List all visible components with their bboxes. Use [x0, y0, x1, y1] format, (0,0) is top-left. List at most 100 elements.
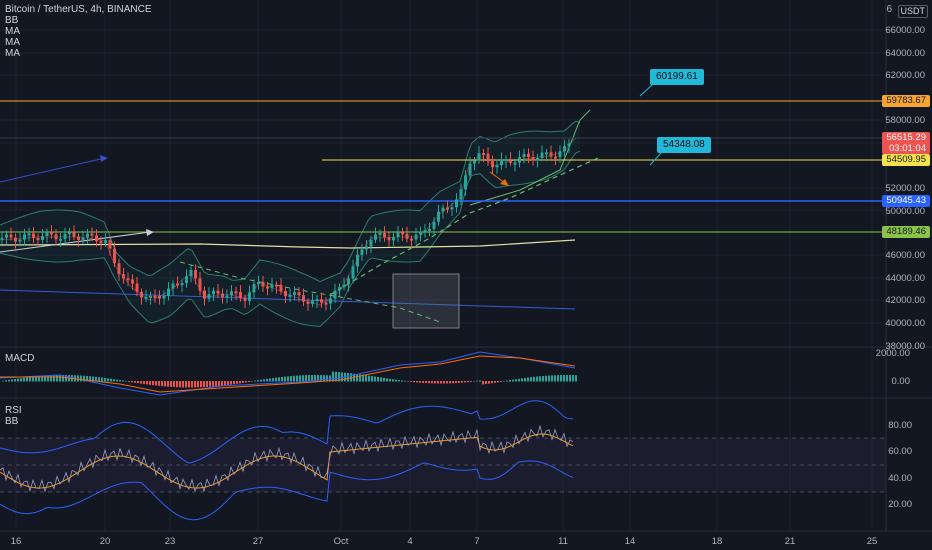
rsi-line — [0, 424, 574, 493]
macd-histogram-bar — [404, 380, 406, 382]
candle-body — [293, 292, 296, 295]
macd-histogram-bar — [419, 381, 421, 383]
candle-body — [207, 294, 211, 299]
macd-histogram-bar — [17, 378, 19, 382]
bb-lower — [0, 150, 581, 327]
candle-body — [122, 274, 125, 279]
candle-body — [252, 284, 256, 293]
orange-level-tag[interactable]: 59783.67 — [882, 95, 930, 107]
candle-body — [45, 232, 49, 237]
candle-body — [387, 237, 391, 241]
macd-histogram-bar — [209, 381, 211, 387]
candle-body — [464, 175, 467, 190]
candle-body — [77, 236, 80, 240]
macd-histogram-bar — [371, 376, 373, 382]
candle-body — [167, 288, 170, 296]
macd-histogram-bar — [437, 381, 439, 384]
indicator-ma-label-3[interactable]: MA — [5, 48, 20, 59]
macd-histogram-bar — [503, 380, 505, 382]
time-axis[interactable]: 16 20 23 27 Oct 4 7 11 14 18 21 25 — [11, 536, 878, 547]
indicator-bb-label[interactable]: BB — [5, 15, 19, 26]
macd-histogram-bar — [26, 377, 28, 382]
indicator-ma-label-2[interactable]: MA — [5, 37, 20, 48]
macd-histogram-bar — [359, 374, 361, 382]
yellow-level-tag[interactable]: 54509.95 — [882, 154, 930, 166]
candle-body — [284, 291, 287, 297]
macd-histogram-bar — [275, 377, 277, 382]
candle-body — [365, 246, 368, 250]
macd-histogram-bar — [128, 381, 130, 382]
macd-histogram-bar — [566, 375, 568, 382]
macd-histogram-bar — [116, 379, 118, 382]
macd-histogram-bar — [212, 381, 214, 387]
candle-body — [396, 232, 400, 238]
macd-histogram-bar — [143, 381, 145, 385]
macd-histogram-bar — [341, 372, 343, 382]
macd-histogram-bar — [512, 379, 514, 382]
price-tick-label: 52000.00 — [885, 183, 925, 194]
macd-histogram-bar — [308, 375, 310, 382]
macd-histogram-bar — [401, 380, 403, 382]
candle-body — [270, 284, 274, 288]
candle-body — [275, 284, 278, 287]
time-tick-label: 27 — [253, 536, 264, 547]
blue-level-tag[interactable]: 50945.43 — [882, 195, 930, 207]
macd-histogram-bar — [53, 375, 55, 382]
macd-histogram-bar — [194, 381, 196, 388]
price-callout-lower[interactable]: 54348.08 — [657, 137, 711, 153]
candle-body — [90, 233, 94, 236]
macd-histogram-bar — [23, 377, 25, 382]
currency-unit-button[interactable]: USDT — [897, 5, 928, 18]
macd-histogram-bar — [422, 381, 424, 383]
drawing-objects[interactable] — [0, 84, 663, 329]
macd-histogram-bar — [392, 379, 394, 382]
macd-histogram-bar — [83, 375, 85, 382]
macd-histogram-bar — [272, 378, 274, 382]
macd-histogram-bar — [104, 377, 106, 382]
indicator-ma-label-1[interactable]: MA — [5, 26, 20, 37]
candle-body — [347, 278, 350, 285]
rsi-bb-label[interactable]: BB — [5, 416, 19, 427]
macd-histogram-bar — [485, 381, 487, 385]
macd-histogram-bar — [317, 375, 319, 382]
macd-histogram-bar — [569, 375, 571, 382]
price-axis[interactable]: 66000.00 64000.00 62000.00 58000.00 52000.00… — [876, 25, 925, 510]
macd-histogram-bar — [32, 376, 34, 382]
macd-histogram-bar — [521, 378, 523, 382]
macd-histogram-bar — [254, 380, 256, 382]
candle-body — [162, 295, 166, 299]
price-callout-upper[interactable]: 60199.61 — [650, 69, 704, 85]
macd-histogram-bar — [410, 381, 412, 382]
candle-body — [446, 207, 449, 210]
macd-histogram-bar — [122, 380, 124, 382]
candle-body — [185, 276, 188, 284]
time-tick-label: 18 — [712, 536, 723, 547]
candle-body — [549, 152, 553, 157]
macd-histogram-bar — [563, 375, 565, 382]
time-tick-label: 23 — [165, 536, 176, 547]
rsi-label[interactable]: RSI — [5, 405, 22, 416]
candle-body — [563, 146, 566, 152]
candle-body — [405, 233, 409, 239]
macd-histogram-bar — [185, 381, 187, 388]
candle-body — [468, 163, 472, 176]
macd-histogram-bar — [2, 380, 4, 382]
candle-body — [540, 152, 544, 159]
green-level-tag[interactable]: 48189.46 — [882, 226, 930, 238]
macd-histogram-bar — [197, 381, 199, 388]
candle-countdown: 03:01:04 — [889, 143, 926, 154]
symbol-title[interactable]: Bitcoin / TetherUS, 4h, BINANCE — [5, 4, 152, 15]
macd-histogram-bar — [347, 372, 349, 382]
macd-histogram-bar — [536, 376, 538, 382]
macd-label[interactable]: MACD — [5, 353, 35, 364]
macd-histogram-bar — [65, 375, 67, 382]
candle-body — [527, 153, 530, 158]
macd-histogram-bar — [305, 375, 307, 382]
macd-histogram-bar — [29, 377, 31, 382]
current-price-tag[interactable]: 56515.29 03:01:04 — [882, 132, 930, 154]
macd-histogram-bar — [434, 381, 436, 384]
candle-body — [216, 290, 220, 294]
candle-body — [266, 286, 269, 289]
macd-histogram-bar — [554, 375, 556, 382]
